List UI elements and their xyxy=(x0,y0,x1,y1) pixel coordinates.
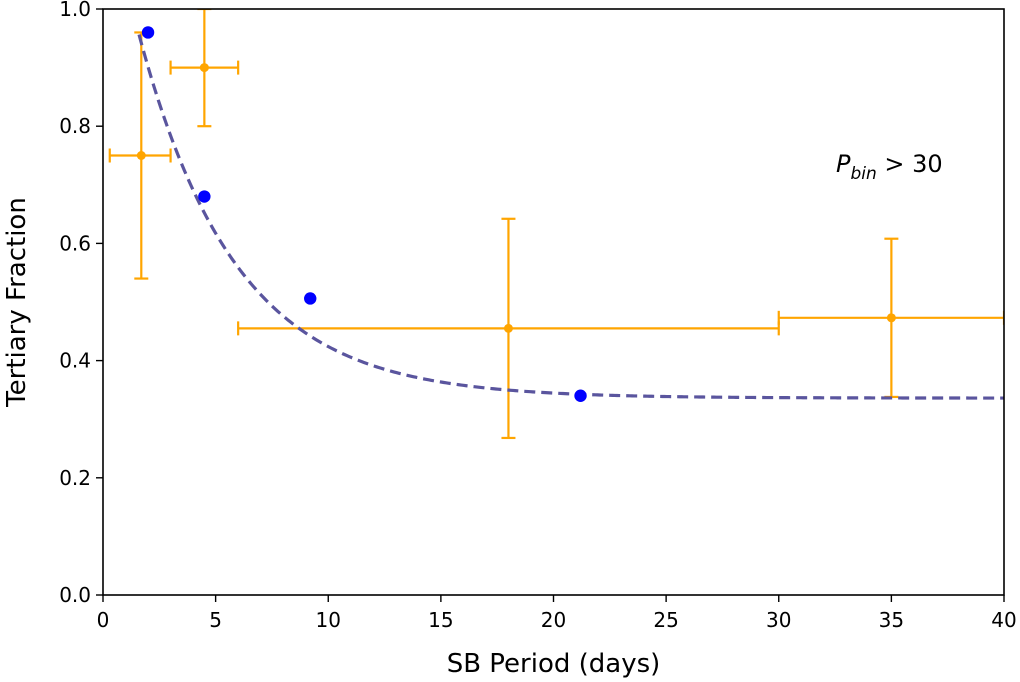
data-point xyxy=(198,190,211,203)
x-tick-label: 10 xyxy=(316,608,341,632)
annotation-symbol: P xyxy=(836,150,851,178)
x-tick-label: 25 xyxy=(653,608,678,632)
errorbar-group xyxy=(108,31,172,280)
plot-area xyxy=(108,9,1004,440)
data-point xyxy=(304,292,317,305)
y-tick-label: 0.2 xyxy=(59,466,91,490)
errorbar-point xyxy=(886,313,896,323)
y-tick-label: 0.6 xyxy=(59,231,91,255)
errorbar-group xyxy=(169,9,240,128)
annotation-pbin: Pbin > 30 xyxy=(836,150,943,184)
x-tick-label: 35 xyxy=(879,608,904,632)
x-tick-label: 0 xyxy=(97,608,110,632)
y-tick-label: 0.4 xyxy=(59,349,91,373)
x-axis-label: SB Period (days) xyxy=(447,649,661,679)
fit-curve xyxy=(137,34,1004,400)
x-tick-label: 20 xyxy=(541,608,566,632)
x-tick-label: 30 xyxy=(766,608,791,632)
y-axis-label: Tertiary Fraction xyxy=(2,197,32,408)
x-tick-label: 15 xyxy=(428,608,453,632)
y-tick-label: 0.8 xyxy=(59,114,91,138)
errorbar-group xyxy=(237,217,780,440)
y-axis: 0.0 0.2 0.4 0.6 0.8 1.0 xyxy=(59,0,103,607)
errorbar-point xyxy=(199,63,209,73)
data-point xyxy=(141,26,155,39)
errorbar-group xyxy=(777,237,1004,399)
x-tick-label: 40 xyxy=(991,608,1016,632)
errorbar-point xyxy=(136,151,146,160)
x-tick-label: 5 xyxy=(209,608,222,632)
errorbar-point xyxy=(503,323,513,333)
annotation-subscript: bin xyxy=(850,164,876,184)
y-tick-label: 0.0 xyxy=(59,583,91,607)
x-axis: 0 5 10 15 20 25 30 35 40 xyxy=(97,595,1017,632)
data-point xyxy=(574,389,587,402)
axes-frame xyxy=(102,8,1005,596)
y-tick-label: 1.0 xyxy=(59,0,91,21)
annotation-rest: > 30 xyxy=(877,150,943,178)
